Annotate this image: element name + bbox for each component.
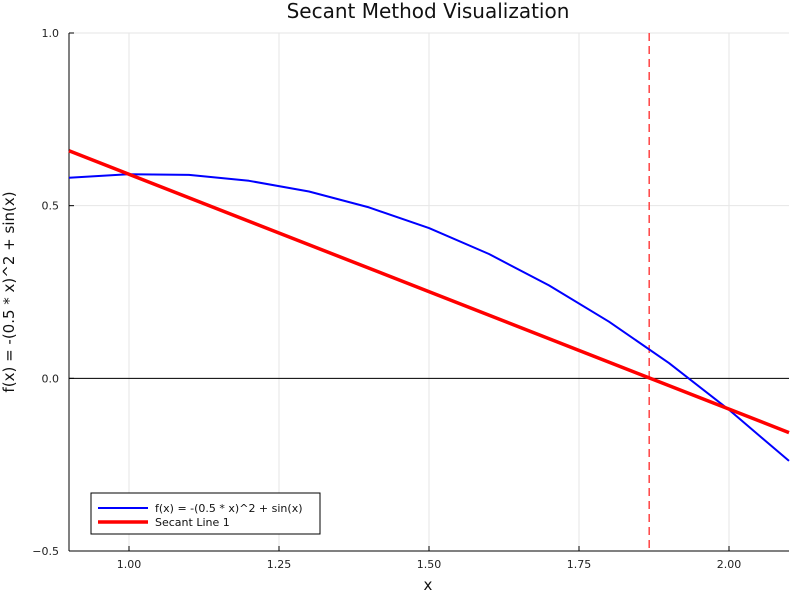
y-axis-title: f(x) = -(0.5 * x)^2 + sin(x): [0, 191, 18, 392]
x-tick-label: 1.75: [567, 558, 592, 571]
x-axis-title: x: [424, 576, 433, 594]
x-tick-label: 1.00: [117, 558, 142, 571]
x-tick-label: 1.25: [267, 558, 292, 571]
y-tick-label: −0.5: [32, 545, 59, 558]
y-tick-label: 0.0: [42, 372, 60, 385]
legend-label-f: f(x) = -(0.5 * x)^2 + sin(x): [155, 502, 303, 515]
legend-box: [90, 492, 321, 535]
legend-label-secant: Secant Line 1: [155, 516, 230, 529]
legend: f(x) = -(0.5 * x)^2 + sin(x) Secant Line…: [90, 492, 321, 535]
reference-lines: [69, 33, 789, 551]
y-tick-label: 1.0: [42, 27, 60, 40]
x-tick-label: 1.50: [417, 558, 442, 571]
series: [68, 149, 790, 462]
secant-line: [68, 149, 790, 435]
function-curve: [68, 173, 790, 462]
chart-title: Secant Method Visualization: [287, 0, 570, 23]
y-tick-label: 0.5: [42, 200, 60, 213]
x-tick-label: 2.00: [717, 558, 742, 571]
ticks: 1.00 1.25 1.50 1.75 2.00 −0.5 0.0 0.5 1.0: [32, 27, 741, 571]
